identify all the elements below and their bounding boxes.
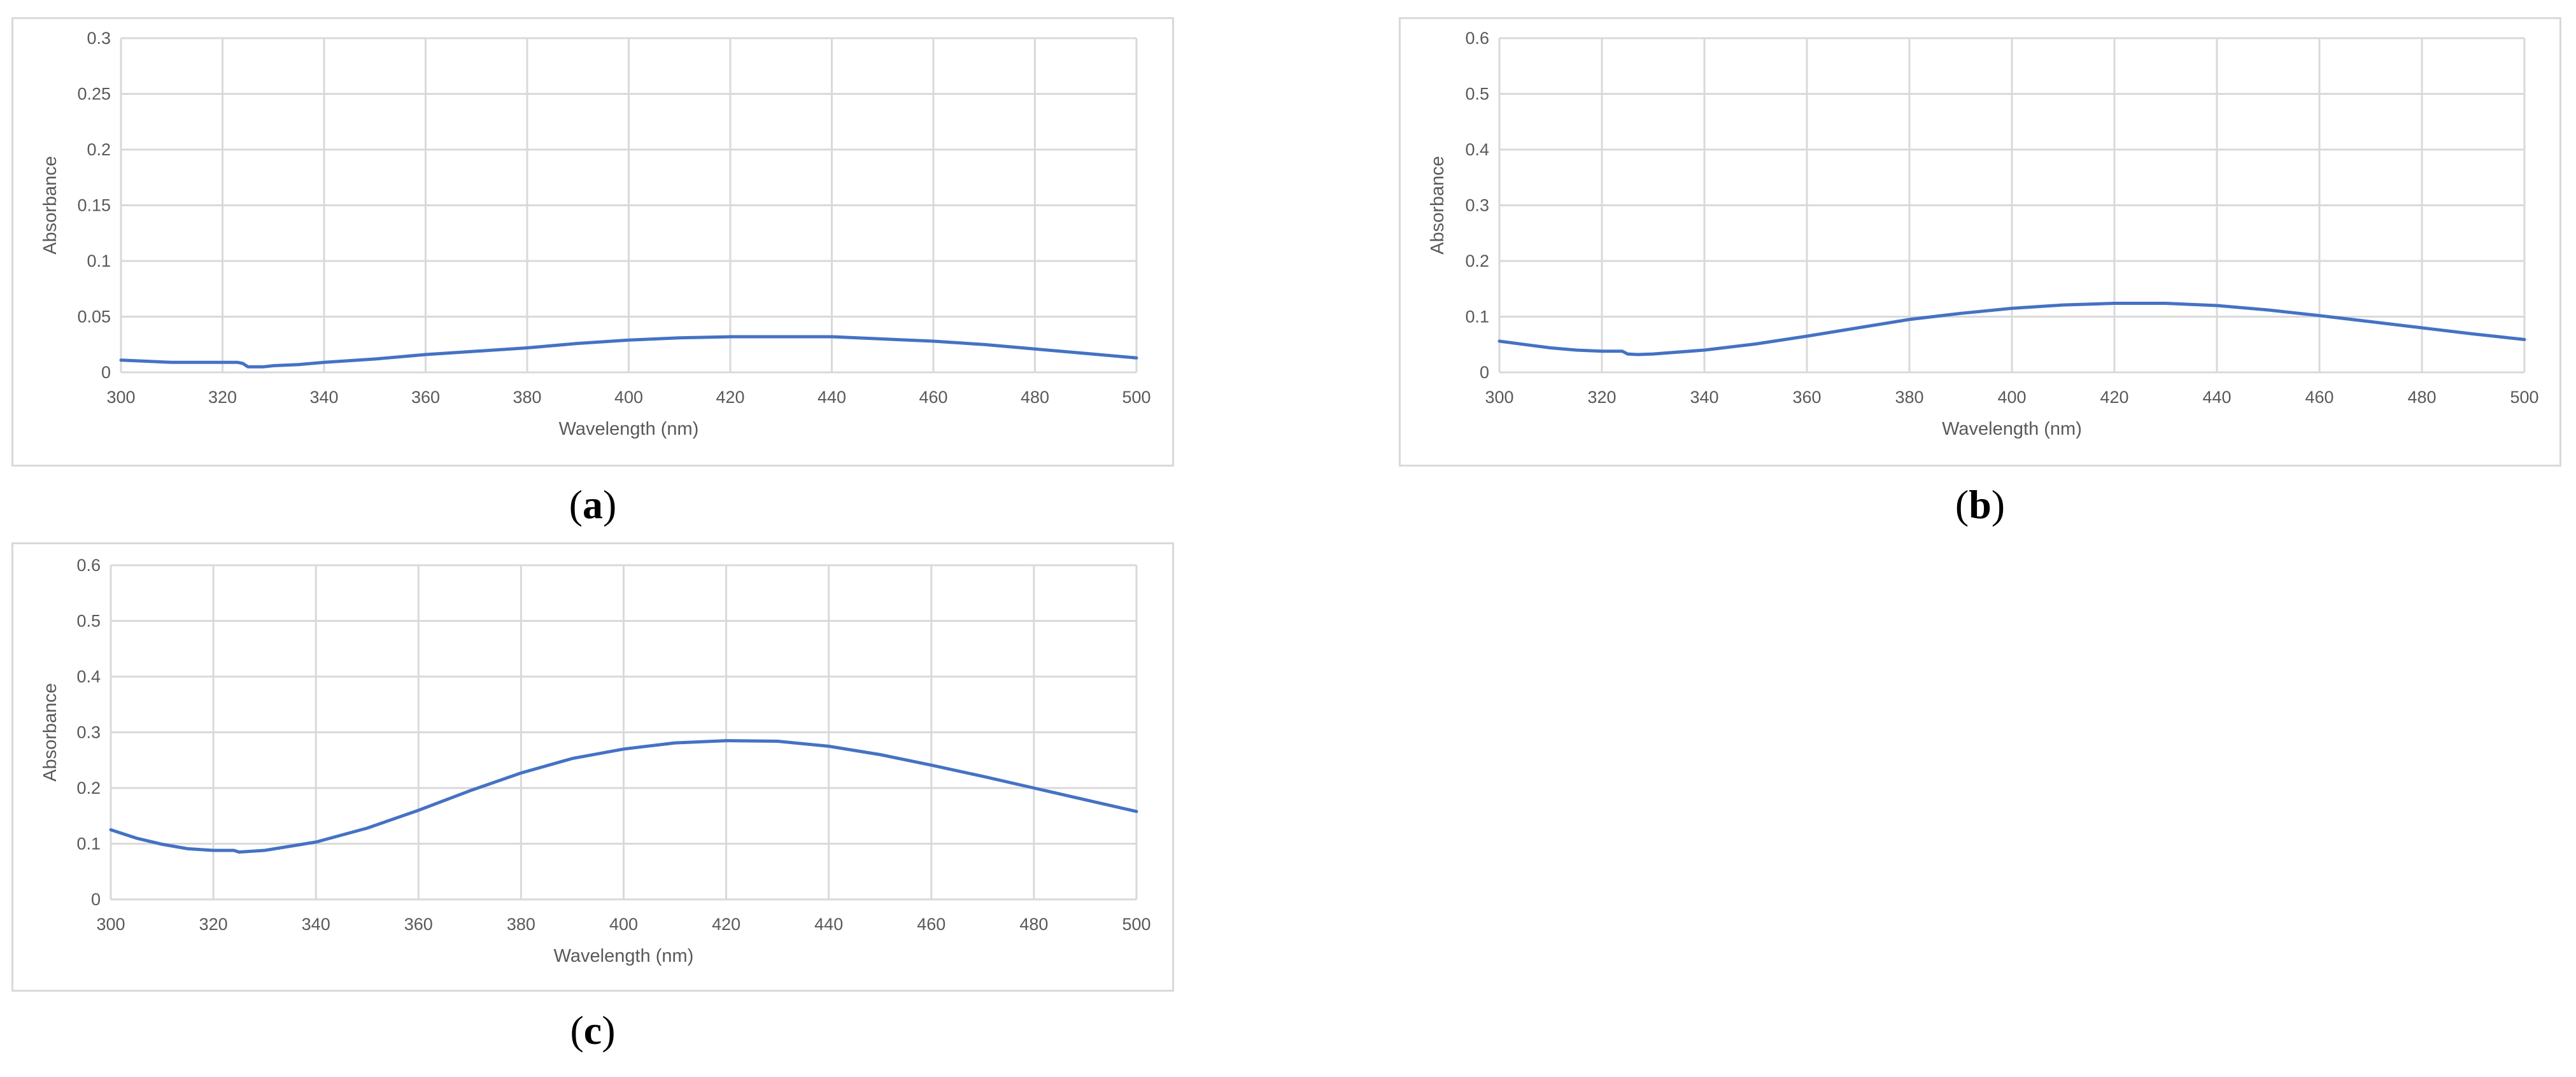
x-tick-label-a-0: 300 [106, 388, 135, 407]
chart-frame-b [1399, 17, 2561, 467]
y-tick-label-a-4: 0.2 [87, 140, 111, 159]
y-tick-label-b-5: 0.5 [1465, 85, 1489, 104]
y-tick-label-c-0: 0 [91, 890, 101, 909]
x-tick-label-c-7: 440 [814, 915, 843, 934]
x-tick-label-c-0: 300 [96, 915, 125, 934]
x-axis-title-b: Wavelength (nm) [1942, 419, 2082, 439]
x-tick-label-c-3: 360 [404, 915, 433, 934]
y-tick-label-c-6: 0.6 [76, 556, 101, 575]
x-axis-title-c: Wavelength (nm) [554, 946, 694, 966]
series-line-b-0 [1497, 302, 2526, 356]
x-axis-title-a: Wavelength (nm) [559, 419, 699, 439]
y-tick-label-c-1: 0.1 [76, 834, 101, 854]
x-tick-label-b-3: 360 [1792, 388, 1821, 407]
x-tick-label-b-10: 500 [2510, 388, 2538, 407]
x-tick-label-c-6: 420 [712, 915, 740, 934]
panel-label-c: (c) [570, 1008, 616, 1053]
y-tick-label-a-6: 0.3 [87, 29, 111, 48]
x-tick-label-a-2: 340 [309, 388, 338, 407]
x-tick-label-a-4: 380 [513, 388, 541, 407]
series-line-a-0 [119, 335, 1138, 369]
y-tick-label-b-1: 0.1 [1465, 307, 1489, 327]
panel-label-a: (a) [569, 482, 617, 527]
panel-letter-a: a [583, 482, 603, 527]
y-tick-label-a-1: 0.05 [77, 307, 111, 327]
x-tick-label-a-6: 420 [716, 388, 744, 407]
y-tick-label-b-2: 0.2 [1465, 251, 1489, 271]
x-tick-label-a-10: 500 [1122, 388, 1150, 407]
x-tick-label-c-9: 480 [1019, 915, 1048, 934]
y-tick-label-b-0: 0 [1480, 363, 1489, 382]
x-tick-label-c-8: 460 [917, 915, 945, 934]
y-tick-label-c-4: 0.4 [76, 667, 101, 686]
panel-label-b: (b) [1955, 482, 2006, 527]
x-tick-label-b-0: 300 [1485, 388, 1513, 407]
chart-frame-c [11, 542, 1174, 992]
x-tick-label-c-4: 380 [507, 915, 535, 934]
y-tick-label-b-6: 0.6 [1465, 29, 1489, 48]
y-tick-label-a-5: 0.25 [77, 85, 111, 104]
x-tick-label-a-8: 460 [919, 388, 947, 407]
y-axis-title-b: Absorbance [1427, 156, 1448, 255]
y-axis-title-c: Absorbance [40, 683, 60, 782]
x-tick-label-c-10: 500 [1122, 915, 1150, 934]
y-axis-title-a: Absorbance [40, 156, 60, 255]
series-line-c-0 [109, 739, 1138, 854]
x-tick-label-a-5: 400 [614, 388, 643, 407]
x-tick-label-b-9: 480 [2407, 388, 2436, 407]
y-tick-label-c-3: 0.3 [76, 723, 101, 742]
y-tick-label-b-3: 0.3 [1465, 196, 1489, 215]
y-tick-label-b-4: 0.4 [1465, 140, 1489, 159]
x-tick-label-b-8: 460 [2305, 388, 2333, 407]
y-tick-label-a-2: 0.1 [87, 251, 111, 271]
x-tick-label-c-5: 400 [609, 915, 638, 934]
chart-frame-a [11, 17, 1174, 467]
x-tick-label-b-4: 380 [1895, 388, 1923, 407]
x-tick-label-b-7: 440 [2202, 388, 2231, 407]
y-tick-label-a-3: 0.15 [77, 196, 111, 215]
x-tick-label-c-2: 340 [302, 915, 330, 934]
x-tick-label-b-1: 320 [1587, 388, 1616, 407]
panel-letter-c: c [583, 1008, 602, 1053]
x-tick-label-a-3: 360 [411, 388, 440, 407]
x-tick-label-b-5: 400 [1997, 388, 2026, 407]
x-tick-label-b-2: 340 [1690, 388, 1718, 407]
x-tick-label-a-7: 440 [817, 388, 846, 407]
panel-letter-b: b [1969, 482, 1992, 527]
y-tick-label-c-5: 0.5 [76, 612, 101, 631]
x-tick-label-a-1: 320 [208, 388, 237, 407]
y-tick-label-c-2: 0.2 [76, 778, 101, 798]
x-tick-label-b-6: 420 [2100, 388, 2128, 407]
y-tick-label-a-0: 0 [101, 363, 111, 382]
x-tick-label-c-1: 320 [199, 915, 228, 934]
x-tick-label-a-9: 480 [1021, 388, 1049, 407]
